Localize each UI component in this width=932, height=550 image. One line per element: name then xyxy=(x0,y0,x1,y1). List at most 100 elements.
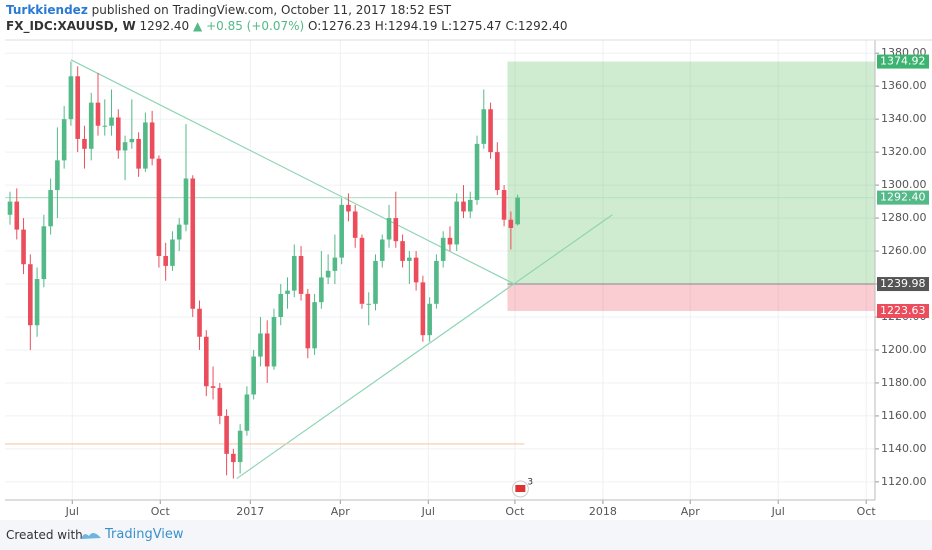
x-tick-label: Oct xyxy=(505,505,525,518)
x-tick-label: Oct xyxy=(151,505,171,518)
candle-body xyxy=(129,138,135,143)
candle-body xyxy=(88,102,94,149)
candle-body xyxy=(14,201,20,230)
candle-body xyxy=(210,386,216,388)
candle-body xyxy=(305,293,311,349)
ohlc: L:1275.47 xyxy=(441,19,502,33)
candle-body xyxy=(339,204,344,258)
y-tick-label: 1160.00 xyxy=(881,409,927,422)
price-label: 1292.40 xyxy=(880,191,926,204)
candle-body xyxy=(346,204,351,212)
symbol-line: FX_IDC:XAUUSD, W 1292.40 ▲ +0.85 (+0.07%… xyxy=(6,19,568,33)
y-tick-label: 1280.00 xyxy=(881,211,927,224)
candle-body xyxy=(495,152,500,191)
candle-body xyxy=(379,239,385,261)
candle-body xyxy=(420,282,426,336)
trend-line xyxy=(70,59,515,285)
candle-body xyxy=(122,142,128,151)
stop-zone xyxy=(507,284,875,312)
x-tick-label: 2017 xyxy=(236,505,264,518)
candle-body xyxy=(515,197,520,225)
candle-body xyxy=(291,255,297,291)
x-tick-label: Apr xyxy=(681,505,701,518)
published: published on TradingView.com, October 11… xyxy=(91,3,452,17)
candle-body xyxy=(271,316,277,367)
candle-body xyxy=(298,255,304,294)
candle-body xyxy=(197,308,202,337)
chart: 1120.001140.001160.001180.001200.001220.… xyxy=(5,39,932,518)
price: 1292.40 xyxy=(139,19,190,33)
brand[interactable]: TradingView xyxy=(105,527,184,542)
target-zone xyxy=(507,61,875,285)
candle-body xyxy=(237,430,243,463)
y-tick-label: 1200.00 xyxy=(881,343,927,356)
candle-body xyxy=(359,237,365,304)
y-tick-label: 1340.00 xyxy=(881,112,927,125)
ohlc: H:1294.19 xyxy=(374,19,438,33)
candle-body xyxy=(393,218,399,242)
candle-body xyxy=(434,260,439,304)
candle-body xyxy=(82,138,87,149)
candle-body xyxy=(481,109,487,144)
price-label-box xyxy=(877,190,929,205)
candle-body xyxy=(278,293,284,317)
y-tick-label: 1140.00 xyxy=(881,442,927,455)
publish-line: Turkkiendez published on TradingView.com… xyxy=(6,3,451,17)
candle-body xyxy=(75,76,80,139)
candle-body xyxy=(467,199,473,212)
y-tick-label: 1360.00 xyxy=(881,79,927,92)
candle-body xyxy=(447,237,453,245)
change: +0.85 (+0.07%) xyxy=(206,19,305,33)
logo xyxy=(81,532,101,539)
candle-body xyxy=(508,219,514,228)
arrow: ▲ xyxy=(193,19,203,33)
price-label: 1239.98 xyxy=(880,277,926,290)
candle-body xyxy=(251,356,256,395)
candle-body xyxy=(407,257,412,261)
author[interactable]: Turkkiendez xyxy=(6,3,88,17)
candle-body xyxy=(109,117,114,126)
candle-body xyxy=(61,119,67,161)
candle-body xyxy=(41,226,47,280)
candle-body xyxy=(312,302,317,349)
trend-line xyxy=(236,214,613,480)
symbol: FX_IDC:XAUUSD, W xyxy=(6,19,136,33)
event-flag xyxy=(515,485,526,492)
candle-body xyxy=(285,290,290,294)
ohlc: O:1276.23 xyxy=(308,19,371,33)
candle-body xyxy=(28,264,33,326)
candle-body xyxy=(170,239,175,266)
candle-body xyxy=(325,270,331,278)
candle-body xyxy=(501,190,507,220)
candle-body xyxy=(102,125,108,127)
candle-body xyxy=(176,224,182,240)
candle-body xyxy=(143,122,148,169)
candle-body xyxy=(244,394,250,431)
y-tick-label: 1260.00 xyxy=(881,244,927,257)
candle-body xyxy=(68,76,74,120)
ohlc: C:1292.40 xyxy=(505,19,568,33)
candle-body xyxy=(427,303,432,336)
candle-body xyxy=(264,333,270,367)
candle-body xyxy=(136,138,141,169)
candle-body xyxy=(156,158,162,256)
candle-body xyxy=(461,201,466,212)
candle-body xyxy=(48,190,53,227)
y-tick-label: 1120.00 xyxy=(881,475,927,488)
candle-body xyxy=(224,415,229,454)
x-tick-label: Apr xyxy=(331,505,351,518)
candle-body xyxy=(366,303,372,305)
candle-body xyxy=(488,109,493,153)
candle-body xyxy=(386,218,392,240)
candle-body xyxy=(149,122,155,159)
created: Created with xyxy=(6,528,83,542)
candle-body xyxy=(258,333,263,357)
price-label: 1223.63 xyxy=(880,304,926,317)
x-tick-label: Jul xyxy=(421,505,435,518)
price-label-box xyxy=(877,54,929,69)
candle-body xyxy=(474,143,480,200)
candle-body xyxy=(413,257,419,283)
candle-body xyxy=(21,229,26,265)
candle-body xyxy=(332,257,338,271)
candle-body xyxy=(373,260,378,304)
